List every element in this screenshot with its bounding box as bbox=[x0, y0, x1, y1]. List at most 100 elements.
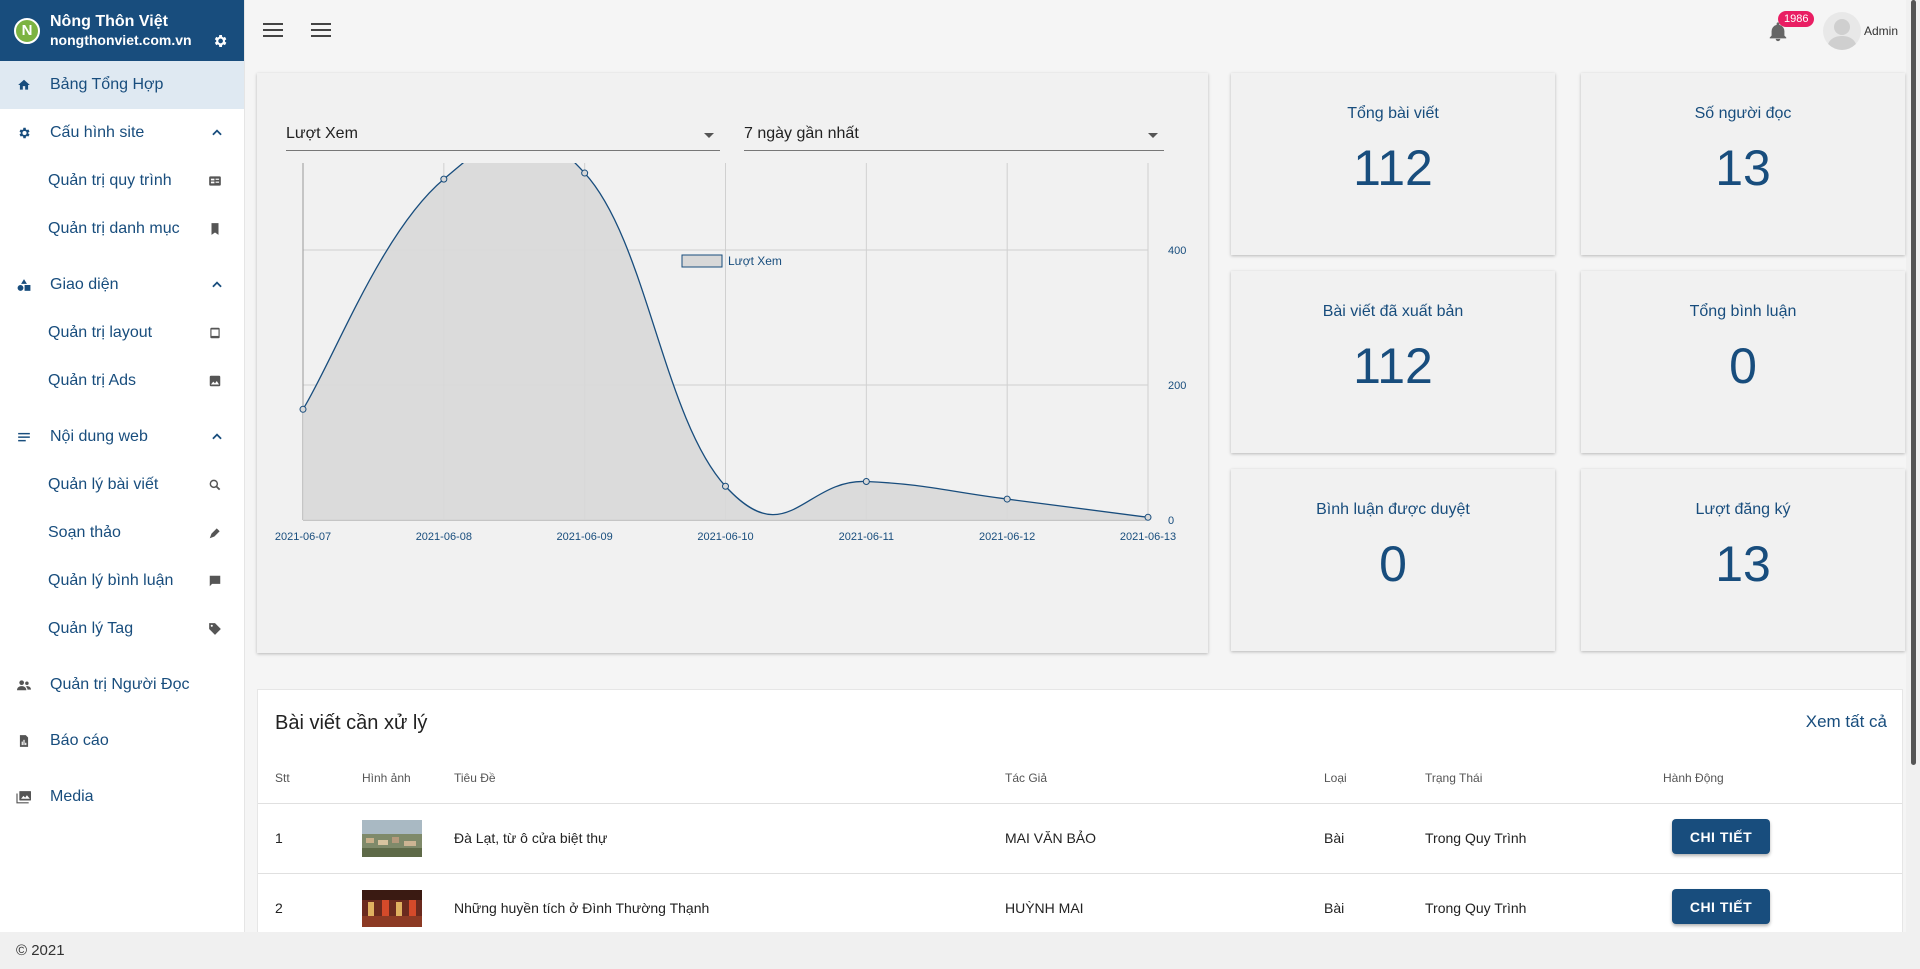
bookmark-icon bbox=[211, 223, 219, 235]
article-title[interactable]: Những huyền tích ở Đình Thường Thạnh bbox=[454, 900, 710, 916]
sidebar-item-editor[interactable]: Soạn thảo bbox=[0, 509, 244, 557]
menu-icon[interactable] bbox=[263, 22, 283, 38]
report-icon bbox=[16, 733, 32, 749]
dropdown-caret-icon bbox=[704, 133, 714, 138]
photo-library-icon bbox=[16, 789, 32, 805]
view-all-link[interactable]: Xem tất cả bbox=[1805, 712, 1887, 731]
stat-card-published: Bài viết đã xuất bản 112 bbox=[1231, 271, 1555, 453]
article-type: Bài bbox=[1324, 900, 1345, 916]
article-thumbnail[interactable] bbox=[362, 820, 422, 857]
column-header: Hành Động bbox=[1663, 771, 1724, 785]
article-author: MAI VĂN BẢO bbox=[1005, 830, 1097, 846]
article-status: Trong Quy Trình bbox=[1425, 830, 1527, 846]
gear-icon bbox=[16, 125, 32, 141]
data-point bbox=[1144, 513, 1152, 521]
brand-domain: nongthonviet.com.vn bbox=[50, 31, 192, 48]
stat-label: Tổng bài viết bbox=[1347, 105, 1439, 122]
series-area bbox=[303, 163, 1148, 520]
stat-card-registrations: Lượt đăng ký 13 bbox=[1581, 469, 1905, 651]
table-row: 2 Những huyền tích ở Đình Thường Thạnh H… bbox=[258, 873, 1902, 932]
metric-select[interactable]: Lượt Xem bbox=[286, 113, 720, 151]
article-author: HUỲNH MAI bbox=[1005, 900, 1084, 916]
bell-icon[interactable] bbox=[1767, 20, 1789, 44]
shapes-icon bbox=[16, 277, 32, 293]
range-select[interactable]: 7 ngày gần nhất bbox=[744, 113, 1164, 151]
workflow-icon bbox=[209, 176, 221, 186]
menu-icon[interactable] bbox=[311, 22, 331, 38]
data-point bbox=[722, 482, 729, 490]
table-title: Bài viết cần xử lý bbox=[275, 712, 428, 734]
sidebar-item-label: Quản trị Ads bbox=[48, 372, 137, 389]
brand-name: Nông Thôn Việt bbox=[50, 12, 168, 30]
stat-value: 112 bbox=[1353, 338, 1433, 394]
stat-value: 0 bbox=[1729, 338, 1757, 394]
sidebar-item-reports[interactable]: Báo cáo bbox=[0, 717, 244, 765]
sidebar-item-label: Quản trị layout bbox=[48, 324, 153, 341]
footer: © 2021 bbox=[0, 932, 1920, 969]
detail-button[interactable]: CHI TIẾT bbox=[1672, 889, 1770, 924]
tablet-icon bbox=[210, 327, 220, 339]
detail-button[interactable]: CHI TIẾT bbox=[1672, 819, 1770, 854]
sidebar-item-media[interactable]: Media bbox=[0, 773, 244, 821]
search-icon bbox=[209, 479, 221, 491]
views-chart: 02004006002021-06-072021-06-082021-06-09… bbox=[275, 163, 1186, 543]
sidebar-item-articles[interactable]: Quản lý bài viết bbox=[0, 461, 244, 509]
copyright: © 2021 bbox=[16, 942, 65, 959]
data-point bbox=[1003, 495, 1011, 503]
sidebar-item-label: Giao diện bbox=[50, 276, 119, 293]
stat-card-readers: Số người đọc 13 bbox=[1581, 73, 1905, 255]
metric-select-value: Lượt Xem bbox=[286, 125, 358, 142]
stat-label: Lượt đăng ký bbox=[1695, 501, 1791, 518]
y-tick-label: 200 bbox=[1168, 380, 1186, 392]
x-tick-label: 2021-06-11 bbox=[839, 531, 894, 543]
row-index: 1 bbox=[275, 830, 283, 846]
stat-label: Số người đọc bbox=[1694, 105, 1792, 122]
comment-icon bbox=[209, 575, 221, 587]
brand-logo: N bbox=[14, 17, 40, 44]
column-header: Tiêu Đề bbox=[454, 771, 496, 785]
gear-icon[interactable] bbox=[212, 33, 228, 49]
sidebar-item-label: Báo cáo bbox=[50, 732, 109, 749]
range-select-value: 7 ngày gần nhất bbox=[744, 125, 859, 142]
user-silhouette-icon bbox=[1827, 19, 1857, 50]
avatar[interactable] bbox=[1823, 12, 1861, 50]
x-tick-label: 2021-06-13 bbox=[1120, 531, 1176, 543]
user-name[interactable]: Admin bbox=[1864, 24, 1899, 38]
sidebar-item-label: Soạn thảo bbox=[48, 524, 121, 541]
sidebar-item-comments[interactable]: Quản lý bình luận bbox=[0, 557, 244, 605]
x-tick-label: 2021-06-08 bbox=[416, 531, 472, 543]
legend-swatch bbox=[681, 254, 723, 268]
data-point bbox=[862, 478, 870, 486]
scrollbar-thumb[interactable] bbox=[1911, 0, 1916, 765]
sidebar-item-dashboard[interactable]: Bảng Tổng Hợp bbox=[0, 61, 244, 109]
sidebar-item-workflow[interactable]: Quản trị quy trình bbox=[0, 157, 244, 205]
sidebar-group-web-content[interactable]: Nội dung web bbox=[0, 413, 244, 461]
x-tick-label: 2021-06-12 bbox=[979, 531, 1035, 543]
sidebar: N Nông Thôn Việt nongthonviet.com.vn Bản… bbox=[0, 0, 245, 932]
sidebar-item-label: Quản lý bài viết bbox=[48, 476, 159, 493]
sidebar-item-layout[interactable]: Quản trị layout bbox=[0, 309, 244, 357]
article-thumbnail[interactable] bbox=[362, 890, 422, 927]
sidebar-group-interface[interactable]: Giao diện bbox=[0, 261, 244, 309]
top-bar: 1986 Admin bbox=[245, 0, 1920, 61]
stat-label: Bài viết đã xuất bản bbox=[1322, 303, 1464, 320]
pen-icon bbox=[209, 528, 220, 539]
data-point bbox=[299, 405, 307, 413]
brand-header[interactable]: N Nông Thôn Việt nongthonviet.com.vn bbox=[0, 0, 244, 61]
chart-card: Lượt Xem 7 ngày gần nhất 02004006002021-… bbox=[257, 73, 1208, 653]
article-title[interactable]: Đà Lạt, từ ô cửa biệt thự bbox=[454, 830, 608, 846]
sidebar-item-label: Quản lý bình luận bbox=[48, 572, 174, 589]
legend-label: Lượt Xem bbox=[728, 254, 782, 268]
chevron-up-icon bbox=[212, 433, 222, 440]
sidebar-item-label: Media bbox=[50, 788, 94, 805]
sidebar-item-tags[interactable]: Quản lý Tag bbox=[0, 605, 244, 653]
sidebar-item-ads[interactable]: Quản trị Ads bbox=[0, 357, 244, 405]
column-header: Trạng Thái bbox=[1425, 771, 1483, 785]
sidebar-item-categories[interactable]: Quản trị danh mục bbox=[0, 205, 244, 253]
list-icon bbox=[16, 429, 32, 445]
column-header: Tác Giả bbox=[1005, 771, 1048, 785]
article-status: Trong Quy Trình bbox=[1425, 900, 1527, 916]
sidebar-item-readers[interactable]: Quản trị Người Đọc bbox=[0, 661, 244, 709]
sidebar-group-site-config[interactable]: Cấu hình site bbox=[0, 109, 244, 157]
y-tick-label: 400 bbox=[1168, 245, 1186, 257]
